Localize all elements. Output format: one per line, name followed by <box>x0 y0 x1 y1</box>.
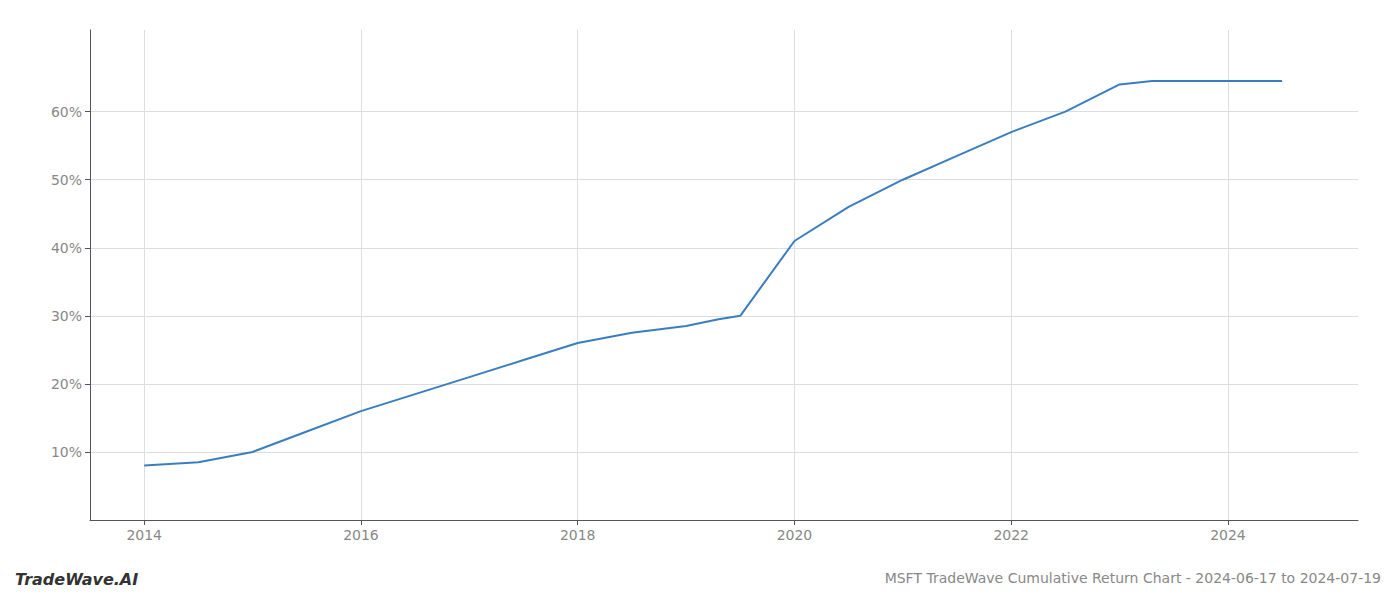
svg-text:2016: 2016 <box>343 527 379 543</box>
svg-text:30%: 30% <box>51 308 82 324</box>
svg-text:TradeWave.AI: TradeWave.AI <box>15 570 138 589</box>
svg-text:2024: 2024 <box>1210 527 1246 543</box>
svg-text:MSFT TradeWave Cumulative Retu: MSFT TradeWave Cumulative Return Chart -… <box>885 570 1381 586</box>
svg-text:20%: 20% <box>51 376 82 392</box>
svg-text:2022: 2022 <box>993 527 1029 543</box>
svg-text:10%: 10% <box>51 444 82 460</box>
svg-text:2020: 2020 <box>777 527 813 543</box>
svg-text:2014: 2014 <box>126 527 162 543</box>
svg-text:40%: 40% <box>51 240 82 256</box>
svg-text:50%: 50% <box>51 172 82 188</box>
svg-text:2018: 2018 <box>560 527 596 543</box>
svg-text:60%: 60% <box>51 104 82 120</box>
